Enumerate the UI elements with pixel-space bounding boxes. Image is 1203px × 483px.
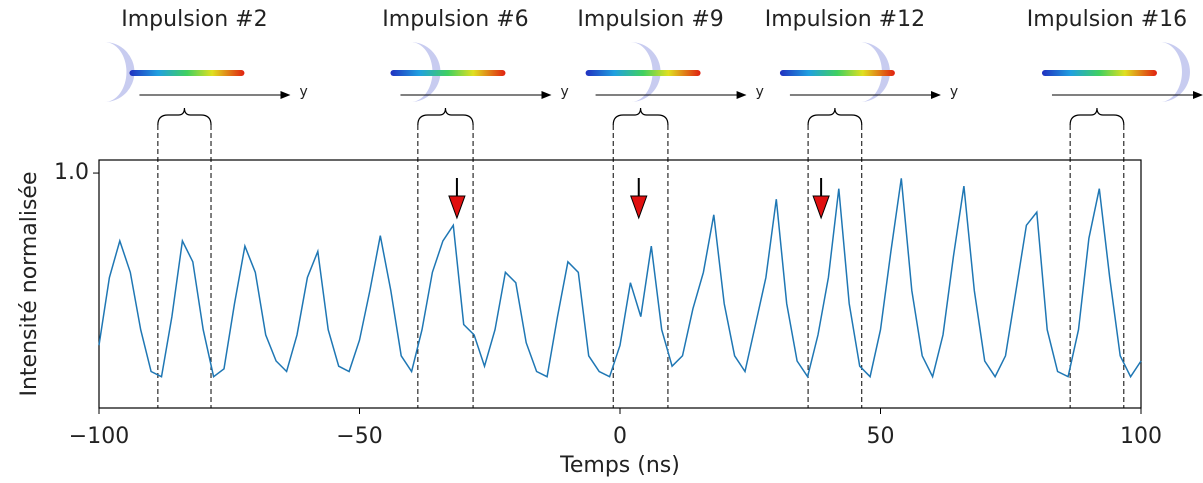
propagation-label: y [950, 84, 958, 100]
crescent [630, 42, 661, 102]
crescent [859, 42, 890, 102]
brace [807, 107, 863, 126]
y-tick-label: 1.0 [54, 160, 89, 185]
plot-frame [98, 159, 1142, 409]
crescent [104, 42, 135, 102]
propagation-label: y [560, 84, 568, 100]
crescent [410, 42, 441, 102]
x-tick-label: −50 [336, 424, 382, 449]
signal-line [98, 178, 1142, 379]
x-tick-label: −100 [69, 424, 129, 449]
arrow-head [812, 195, 830, 220]
pulse [585, 70, 701, 76]
x-axis-label: Temps (ns) [559, 453, 680, 478]
x-tick-label: 100 [1120, 424, 1162, 449]
x-tick-label: 0 [613, 424, 627, 449]
brace [612, 107, 669, 126]
brace [417, 107, 474, 126]
brace [1069, 107, 1125, 126]
brace [157, 107, 212, 126]
pulse [1041, 70, 1157, 76]
window-title: Impulsion #9 [577, 7, 723, 32]
y-axis-label: Intensité normalisée [17, 172, 42, 397]
arrow-head [630, 195, 648, 220]
propagation-label: y [756, 84, 764, 100]
window-title: Impulsion #2 [121, 7, 267, 32]
window-title: Impulsion #12 [765, 7, 925, 32]
window-title: Impulsion #16 [1027, 7, 1187, 32]
crescent [1159, 42, 1190, 102]
propagation-label: y [299, 84, 307, 100]
pulse [129, 70, 245, 76]
window-title: Impulsion #6 [382, 7, 528, 32]
arrow-head [448, 195, 466, 220]
pulse [390, 70, 506, 76]
pulse [779, 70, 895, 76]
x-tick-label: 50 [867, 424, 895, 449]
